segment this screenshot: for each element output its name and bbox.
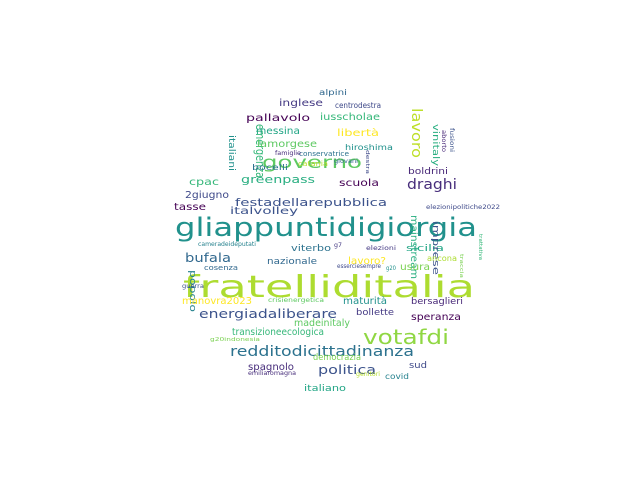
word-63: crisienergetica	[268, 297, 324, 304]
word-61: g20	[386, 265, 396, 272]
word-59: cosenza	[204, 264, 238, 272]
word-51: centrodestra	[335, 101, 381, 110]
word-66: genitori	[356, 371, 380, 378]
word-15: pallavolo	[246, 113, 310, 124]
word-13: mainstream	[408, 215, 419, 279]
word-47: sud	[409, 361, 427, 371]
word-68: aborto	[440, 130, 447, 152]
word-58: elezioni	[366, 245, 396, 252]
word-5: festadellarepubblica	[235, 196, 387, 209]
word-40: speranza	[411, 312, 461, 323]
word-48: covid	[385, 372, 409, 381]
word-53: famiglie	[275, 150, 301, 157]
word-69: fusioni	[448, 128, 455, 152]
word-62: guerra	[182, 283, 204, 290]
word-65: emiliaromagna	[248, 370, 296, 377]
word-28: bocelli	[252, 163, 288, 172]
word-57: cameradeideputati	[198, 241, 256, 248]
word-32: lavoro?	[348, 256, 386, 267]
word-19: libertà	[337, 127, 379, 139]
word-31: imprese	[430, 221, 440, 276]
word-49: italiano	[304, 384, 347, 394]
word-26: vinitaly	[430, 124, 440, 167]
word-36: viterbo	[291, 244, 332, 254]
word-4: redditodicittadinanza	[230, 344, 414, 360]
word-41: bollette	[356, 308, 395, 318]
word-42: manovra2023	[182, 296, 252, 307]
word-35: popolo	[187, 270, 197, 313]
word-38: maturità	[343, 295, 387, 307]
word-10: bufala	[185, 251, 231, 265]
word-55: giovani	[334, 158, 358, 165]
word-9: politica	[318, 363, 376, 377]
word-25: tasse	[174, 202, 206, 213]
word-16: inglese	[279, 98, 323, 109]
word-33: usura	[400, 262, 430, 273]
word-18: messina	[256, 126, 300, 137]
word-43: madeinitaly	[294, 318, 350, 329]
word-29: boldrini	[408, 167, 448, 177]
word-54: catania	[298, 160, 328, 168]
word-45: spagnolo	[248, 362, 294, 373]
word-30: sicilia	[406, 244, 444, 254]
word-8: lavoro	[408, 108, 424, 158]
word-6: draghi	[407, 177, 457, 193]
word-21: lamorgese	[257, 139, 317, 150]
word-56: elezionipolitiche2022	[426, 204, 500, 211]
word-64: g20indonesia	[210, 337, 260, 343]
word-11: greenpass	[241, 173, 315, 186]
word-71: g7	[334, 242, 342, 249]
word-24: 2giugno	[185, 190, 229, 201]
word-44: transizioneecologica	[232, 327, 324, 338]
word-7: energiadaliberare	[199, 307, 337, 321]
word-22: scuola	[339, 178, 379, 189]
word-72: traccia	[458, 254, 464, 278]
word-20: italiani	[226, 135, 236, 171]
word-52: conservatrice	[299, 150, 349, 158]
word-60: esserciesempre	[337, 263, 381, 270]
word-1: gliappuntidigiorgia	[175, 213, 477, 243]
word-37: nazionale	[267, 257, 318, 267]
word-39: bersaglieri	[411, 297, 463, 307]
word-67: destra	[364, 150, 370, 174]
word-14: italvolley	[230, 206, 298, 217]
word-27: hiroshima	[345, 143, 393, 152]
word-23: cpac	[189, 177, 219, 188]
word-2: votafdi	[363, 325, 449, 349]
word-3: governo	[262, 153, 362, 173]
word-46: democrazia	[313, 353, 361, 363]
word-12: emergenza	[253, 124, 267, 178]
word-17: iusscholae	[320, 112, 380, 123]
word-0: fratelliditalia	[183, 270, 475, 305]
word-70: trattativa	[477, 234, 483, 260]
word-50: alpini	[319, 88, 347, 97]
word-34: ancona	[427, 254, 457, 263]
